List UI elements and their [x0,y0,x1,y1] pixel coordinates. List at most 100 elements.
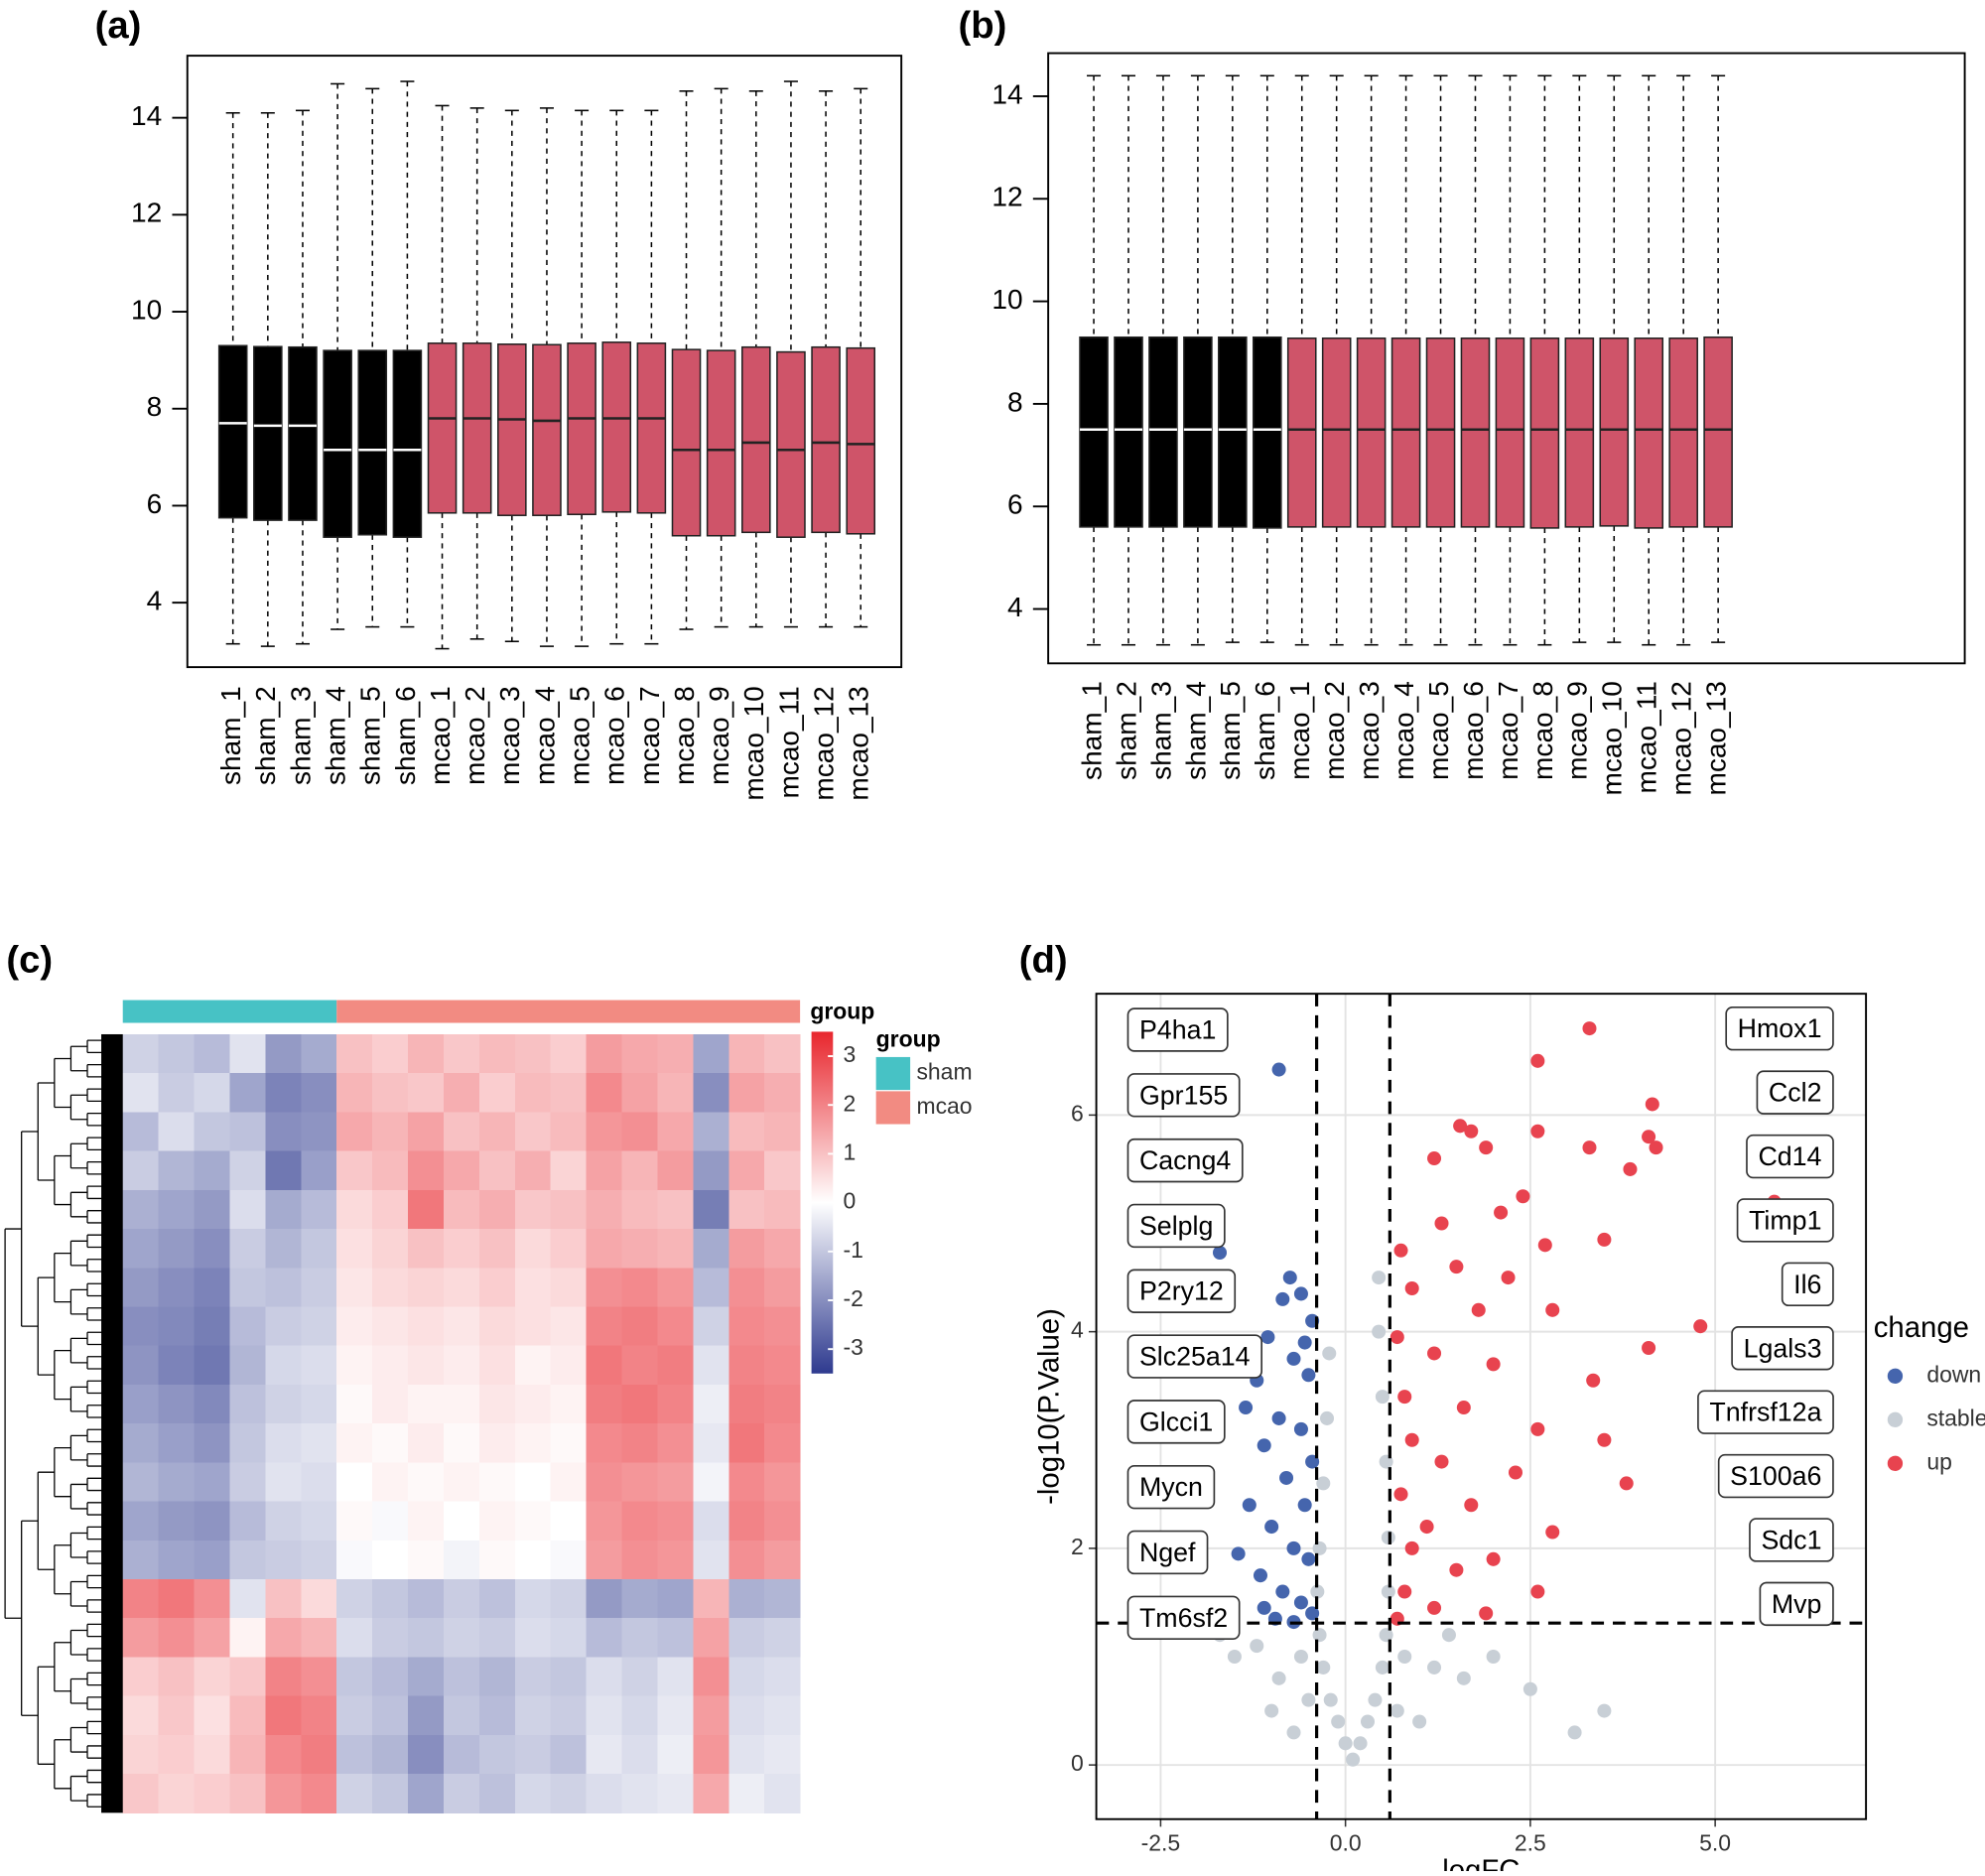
y-tick-label: 14 [992,78,1022,109]
gene-label-box [1126,1007,1229,1052]
heatmap-cell [372,1384,409,1424]
heatmap-cell [693,1734,729,1775]
heatmap-cell [550,1268,588,1308]
gene-label: P2ry12 [1139,1276,1224,1306]
point [1239,1401,1254,1415]
heatmap-cell [728,1734,765,1775]
heatmap-cell [621,1384,658,1424]
point [1360,1714,1376,1729]
point [1393,1487,1408,1502]
point [1586,1373,1601,1388]
heatmap-cell [194,1345,230,1386]
heatmap-cell [408,1423,445,1463]
gene-label-box [1736,1198,1834,1243]
heatmap-cell [514,1306,552,1347]
heatmap-cell [122,1189,160,1230]
heatmap-cell [372,1695,409,1736]
point [1530,1124,1545,1139]
heatmap-cell [693,1774,729,1813]
heatmap-cell [514,1695,552,1736]
heatmap-cell [265,1462,302,1503]
colorbar-label: 3 [843,1041,856,1067]
heatmap-cell [372,1268,409,1308]
heatmap-cell [478,1579,516,1619]
heatmap-cell [265,1501,302,1541]
point [1494,1205,1509,1220]
point [1464,1124,1479,1139]
point [1397,1650,1412,1665]
heatmap-cell [550,1345,588,1386]
legend-marker [1887,1411,1904,1427]
box [1529,337,1560,529]
heatmap-cell [764,1579,801,1619]
heatmap-cell [478,1306,516,1347]
heatmap-cell [657,1229,694,1269]
x-tick-label: sham_1 [1076,681,1107,780]
point [1271,1410,1286,1425]
point [1486,1650,1501,1665]
heatmap-cell [514,1345,552,1386]
heatmap-cell [122,1033,160,1074]
heatmap-cell [764,1345,801,1386]
heatmap-cell [586,1423,623,1463]
heatmap-cell [229,1112,266,1152]
heatmap-cell [764,1423,801,1463]
heatmap-cell [693,1618,729,1658]
heatmap-cell [478,1695,516,1736]
point [1375,1660,1390,1675]
heatmap-cell [586,1073,623,1113]
box [532,343,562,516]
x-tick-label: mcao_11 [1632,681,1662,793]
point [1338,1736,1353,1751]
heatmap-cell [336,1345,373,1386]
point [1419,1520,1434,1535]
heatmap-cell [372,1073,409,1113]
heatmap-cell [408,1073,445,1113]
heatmap-cell [550,1462,588,1503]
y-tick-label: 12 [992,182,1022,212]
heatmap-cell [514,1462,552,1503]
heatmap-cell [408,1345,445,1386]
heatmap-cell [586,1306,623,1347]
heatmap-cell [265,1112,302,1152]
heatmap-cell [194,1384,230,1424]
point [1530,1584,1545,1599]
point [1427,1600,1442,1615]
heatmap-cell [514,1657,552,1697]
legend-marker [1887,1455,1904,1471]
heatmap-cell [301,1695,337,1736]
heatmap-cell [728,1112,765,1152]
heatmap-cell [478,1033,516,1074]
point [1464,1498,1479,1513]
heatmap-cell [693,1384,729,1424]
gene-label: Sdc1 [1761,1525,1821,1554]
heatmap-cell [764,1073,801,1113]
heatmap-cell [408,1540,445,1580]
heatmap-cell [158,1229,196,1269]
heatmap-cell [443,1073,480,1113]
box [392,349,423,538]
heatmap-cell [728,1774,765,1813]
heatmap-cell [158,1579,196,1619]
point [1301,1692,1316,1707]
heatmap-cell [265,1384,302,1424]
point [1522,1681,1537,1696]
box [671,348,702,537]
heatmap-cell [550,1150,588,1191]
gene-label-box [1126,1530,1209,1575]
point [1310,1584,1325,1599]
heatmap-cell [301,1150,337,1191]
heatmap-cell [229,1229,266,1269]
heatmap-cell [621,1540,658,1580]
x-tick-label: sham_1 [215,686,246,785]
box [1321,337,1352,528]
x-tick-label: mcao_8 [669,686,700,785]
heatmap-cell [621,1150,658,1191]
heatmap-cell [586,1189,623,1230]
heatmap-cell [586,1150,623,1191]
colorbar [811,1031,834,1374]
heatmap-cell [621,1033,658,1074]
point [1293,1650,1308,1665]
heatmap-cell [693,1033,729,1074]
